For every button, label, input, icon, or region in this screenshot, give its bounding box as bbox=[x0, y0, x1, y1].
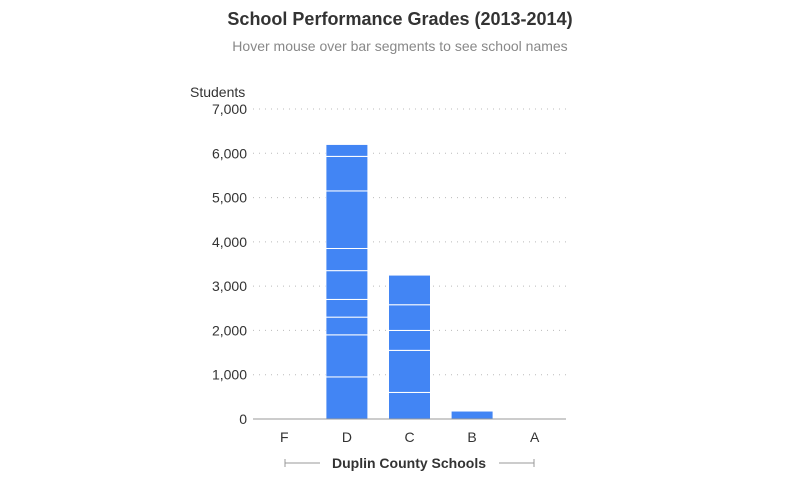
y-tick-label: 0 bbox=[239, 411, 247, 427]
x-tick-label: C bbox=[404, 429, 414, 445]
y-tick-label: 2,000 bbox=[212, 322, 247, 338]
bar-segment-C[interactable] bbox=[388, 391, 431, 420]
bar-segment-C[interactable] bbox=[388, 349, 431, 393]
bar-segment-D[interactable] bbox=[325, 270, 369, 300]
bar-segment-D[interactable] bbox=[325, 316, 369, 336]
y-tick-label: 6,000 bbox=[212, 145, 247, 161]
bar-segment-D[interactable] bbox=[325, 334, 369, 378]
x-tick-label: F bbox=[280, 429, 289, 445]
bar-segment-C[interactable] bbox=[388, 274, 431, 306]
y-axis-label: Students bbox=[190, 84, 245, 100]
y-tick-label: 5,000 bbox=[212, 190, 247, 206]
bar-segment-D[interactable] bbox=[325, 248, 369, 272]
bar-segment-D[interactable] bbox=[325, 376, 369, 420]
y-tick-label: 7,000 bbox=[212, 101, 247, 117]
bar-segment-B[interactable] bbox=[450, 410, 494, 420]
x-tick-label: D bbox=[342, 429, 352, 445]
y-tick-label: 4,000 bbox=[212, 234, 247, 250]
chart-subtitle: Hover mouse over bar segments to see sch… bbox=[232, 38, 568, 54]
bar-segment-C[interactable] bbox=[388, 304, 431, 331]
y-tick-label: 1,000 bbox=[212, 367, 247, 383]
x-axis-label: Duplin County Schools bbox=[332, 455, 486, 471]
y-axis-ticks: 0 1,000 2,000 3,000 4,000 5,000 6,000 7,000 bbox=[212, 101, 247, 427]
x-tick-label: B bbox=[467, 429, 476, 445]
bar-segment-D[interactable] bbox=[325, 143, 369, 157]
bar-segment-D[interactable] bbox=[325, 298, 369, 318]
bar-segment-C[interactable] bbox=[388, 329, 431, 351]
chart-title: School Performance Grades (2013-2014) bbox=[227, 9, 573, 29]
bar-segment-D[interactable] bbox=[325, 190, 369, 250]
bars bbox=[325, 143, 494, 420]
x-axis-title-group: Duplin County Schools bbox=[284, 455, 535, 471]
x-tick-label: A bbox=[530, 429, 540, 445]
bar-segment-D[interactable] bbox=[325, 155, 369, 192]
y-tick-label: 3,000 bbox=[212, 278, 247, 294]
